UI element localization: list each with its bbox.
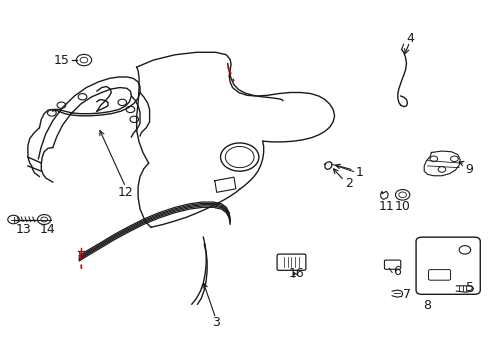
Text: 16: 16 [288, 267, 304, 280]
Text: 15: 15 [53, 54, 69, 67]
Text: 3: 3 [211, 316, 219, 329]
Text: 7: 7 [403, 288, 410, 301]
Text: 8: 8 [423, 299, 431, 312]
Text: 4: 4 [405, 32, 413, 45]
Text: 1: 1 [355, 166, 363, 179]
Text: 12: 12 [118, 186, 133, 199]
Text: 5: 5 [465, 281, 473, 294]
Text: 9: 9 [464, 163, 472, 176]
Text: 10: 10 [394, 200, 410, 213]
Text: 13: 13 [15, 223, 31, 236]
Text: 6: 6 [392, 265, 400, 278]
Text: 2: 2 [345, 177, 352, 190]
Text: 11: 11 [378, 200, 393, 213]
Text: 14: 14 [40, 223, 56, 236]
